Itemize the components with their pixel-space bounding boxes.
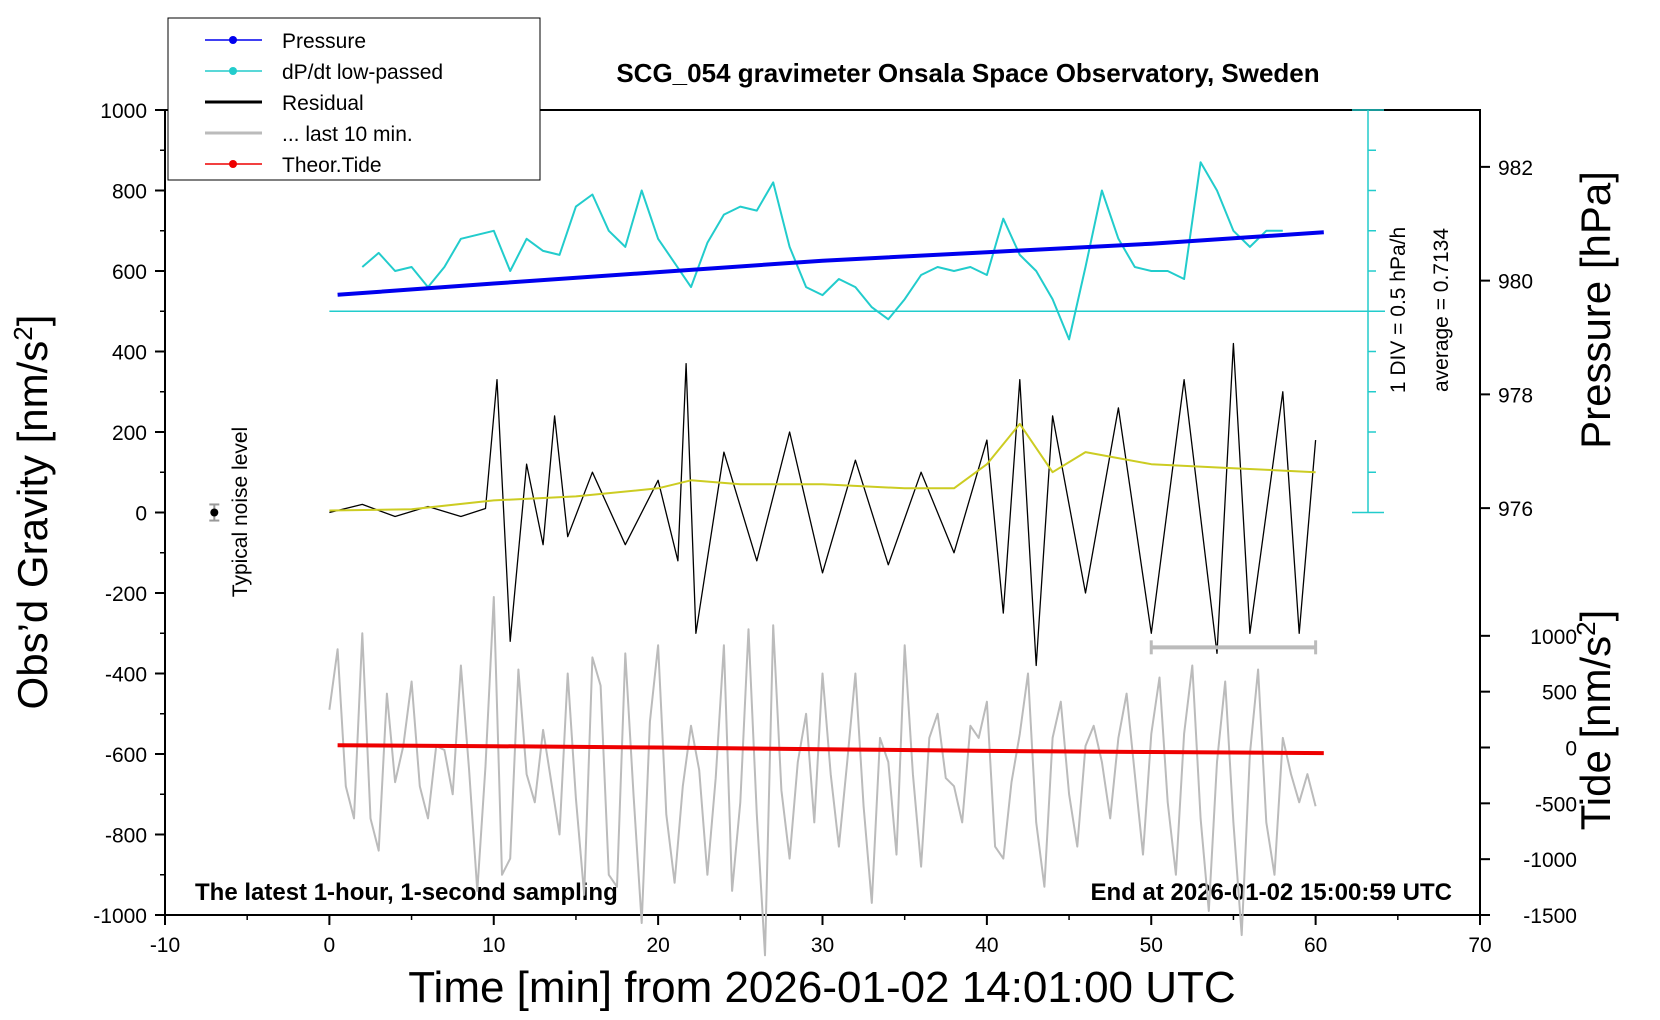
pressure-tick-label: 982 xyxy=(1498,157,1533,180)
legend-box xyxy=(167,17,541,181)
legend-label: Pressure xyxy=(282,30,366,53)
left-axis-label-end: ] xyxy=(9,315,56,327)
legend-marker xyxy=(229,36,237,44)
tide-tick-label: 500 xyxy=(1542,682,1577,705)
left-tick-label: 0 xyxy=(135,503,147,526)
legend-label: dP/dt low-passed xyxy=(282,61,443,84)
series-line-residual-filtered xyxy=(329,422,1316,512)
x-axis-label: Time [min] from 2026-01-02 14:01:00 UTC xyxy=(408,963,1235,1012)
data-series xyxy=(328,161,1324,957)
pressure-axis-label: Pressure [hPa] xyxy=(1572,171,1619,449)
left-tick-label: 1000 xyxy=(100,100,147,123)
tide-tick-label: -1000 xyxy=(1523,849,1577,872)
axis-ticks: -10 0 10 20 30 40 50 60 70 -1000 -800 -600 -400 -200 0… xyxy=(93,100,1577,957)
scale-div-label: 1 DIV = 0.5 hPa/h xyxy=(1387,227,1410,393)
left-tick-label: -600 xyxy=(105,744,147,767)
chart-extras xyxy=(209,109,1385,655)
pressure-tick-label: 978 xyxy=(1498,384,1533,407)
tide-axis-label-sup: 2 xyxy=(1571,621,1601,635)
series-line-pressure xyxy=(337,230,1324,297)
legend-label: Theor.Tide xyxy=(282,154,382,177)
legend-marker xyxy=(229,160,237,168)
x-tick-label: 30 xyxy=(811,934,834,957)
left-tick-label: -1000 xyxy=(93,905,147,928)
series-line-last-10-min xyxy=(328,596,1317,957)
legend: Pressure dP/dt low-passed Residual ... last… xyxy=(167,17,541,181)
noise-dot xyxy=(210,508,219,517)
left-axis-label-main: Obs’d Gravity [nm/s xyxy=(9,341,56,710)
pressure-tick-label: 980 xyxy=(1498,271,1533,294)
left-axis-label: Obs’d Gravity [nm/s2] xyxy=(8,315,56,710)
left-tick-label: 200 xyxy=(112,422,147,445)
series-line-residual xyxy=(329,342,1317,667)
tide-axis-label-main: Tide [nm/s xyxy=(1572,636,1619,831)
legend-marker xyxy=(229,67,237,75)
bottom-left-note: The latest 1-hour, 1-second sampling xyxy=(195,879,618,906)
x-tick-label: 50 xyxy=(1140,934,1163,957)
tide-axis-label: Tide [nm/s2] xyxy=(1571,610,1619,831)
left-tick-label: 400 xyxy=(112,342,147,365)
series-line-dp-dt-low-passed xyxy=(361,161,1283,341)
left-tick-label: -800 xyxy=(105,825,147,848)
left-tick-label: -200 xyxy=(105,583,147,606)
left-tick-label: 800 xyxy=(112,181,147,204)
series-line-theor-tide xyxy=(337,743,1324,756)
left-tick-label: -400 xyxy=(105,664,147,687)
x-tick-label: 10 xyxy=(482,934,505,957)
tide-tick-label: 1000 xyxy=(1530,626,1577,649)
average-label: average = 0.7134 xyxy=(1430,228,1453,392)
bottom-right-note: End at 2026-01-02 15:00:59 UTC xyxy=(1091,879,1453,906)
x-tick-label: 70 xyxy=(1468,934,1491,957)
x-tick-label: 0 xyxy=(324,934,336,957)
pressure-tick-label: 976 xyxy=(1498,498,1533,521)
x-tick-label: 40 xyxy=(975,934,998,957)
chart-title: SCG_054 gravimeter Onsala Space Observat… xyxy=(616,58,1319,88)
left-tick-label: 600 xyxy=(112,261,147,284)
tide-axis-label-end: ] xyxy=(1572,610,1619,622)
x-tick-label: 20 xyxy=(646,934,669,957)
legend-label: ... last 10 min. xyxy=(282,123,413,146)
tide-tick-label: 0 xyxy=(1565,738,1577,761)
legend-label: Residual xyxy=(282,92,364,115)
left-axis-label-sup: 2 xyxy=(8,326,38,340)
x-tick-label: -10 xyxy=(150,934,180,957)
tide-tick-label: -500 xyxy=(1535,793,1577,816)
tide-tick-label: -1500 xyxy=(1523,905,1577,928)
noise-level-label: Typical noise level xyxy=(229,427,252,597)
x-tick-label: 60 xyxy=(1304,934,1327,957)
